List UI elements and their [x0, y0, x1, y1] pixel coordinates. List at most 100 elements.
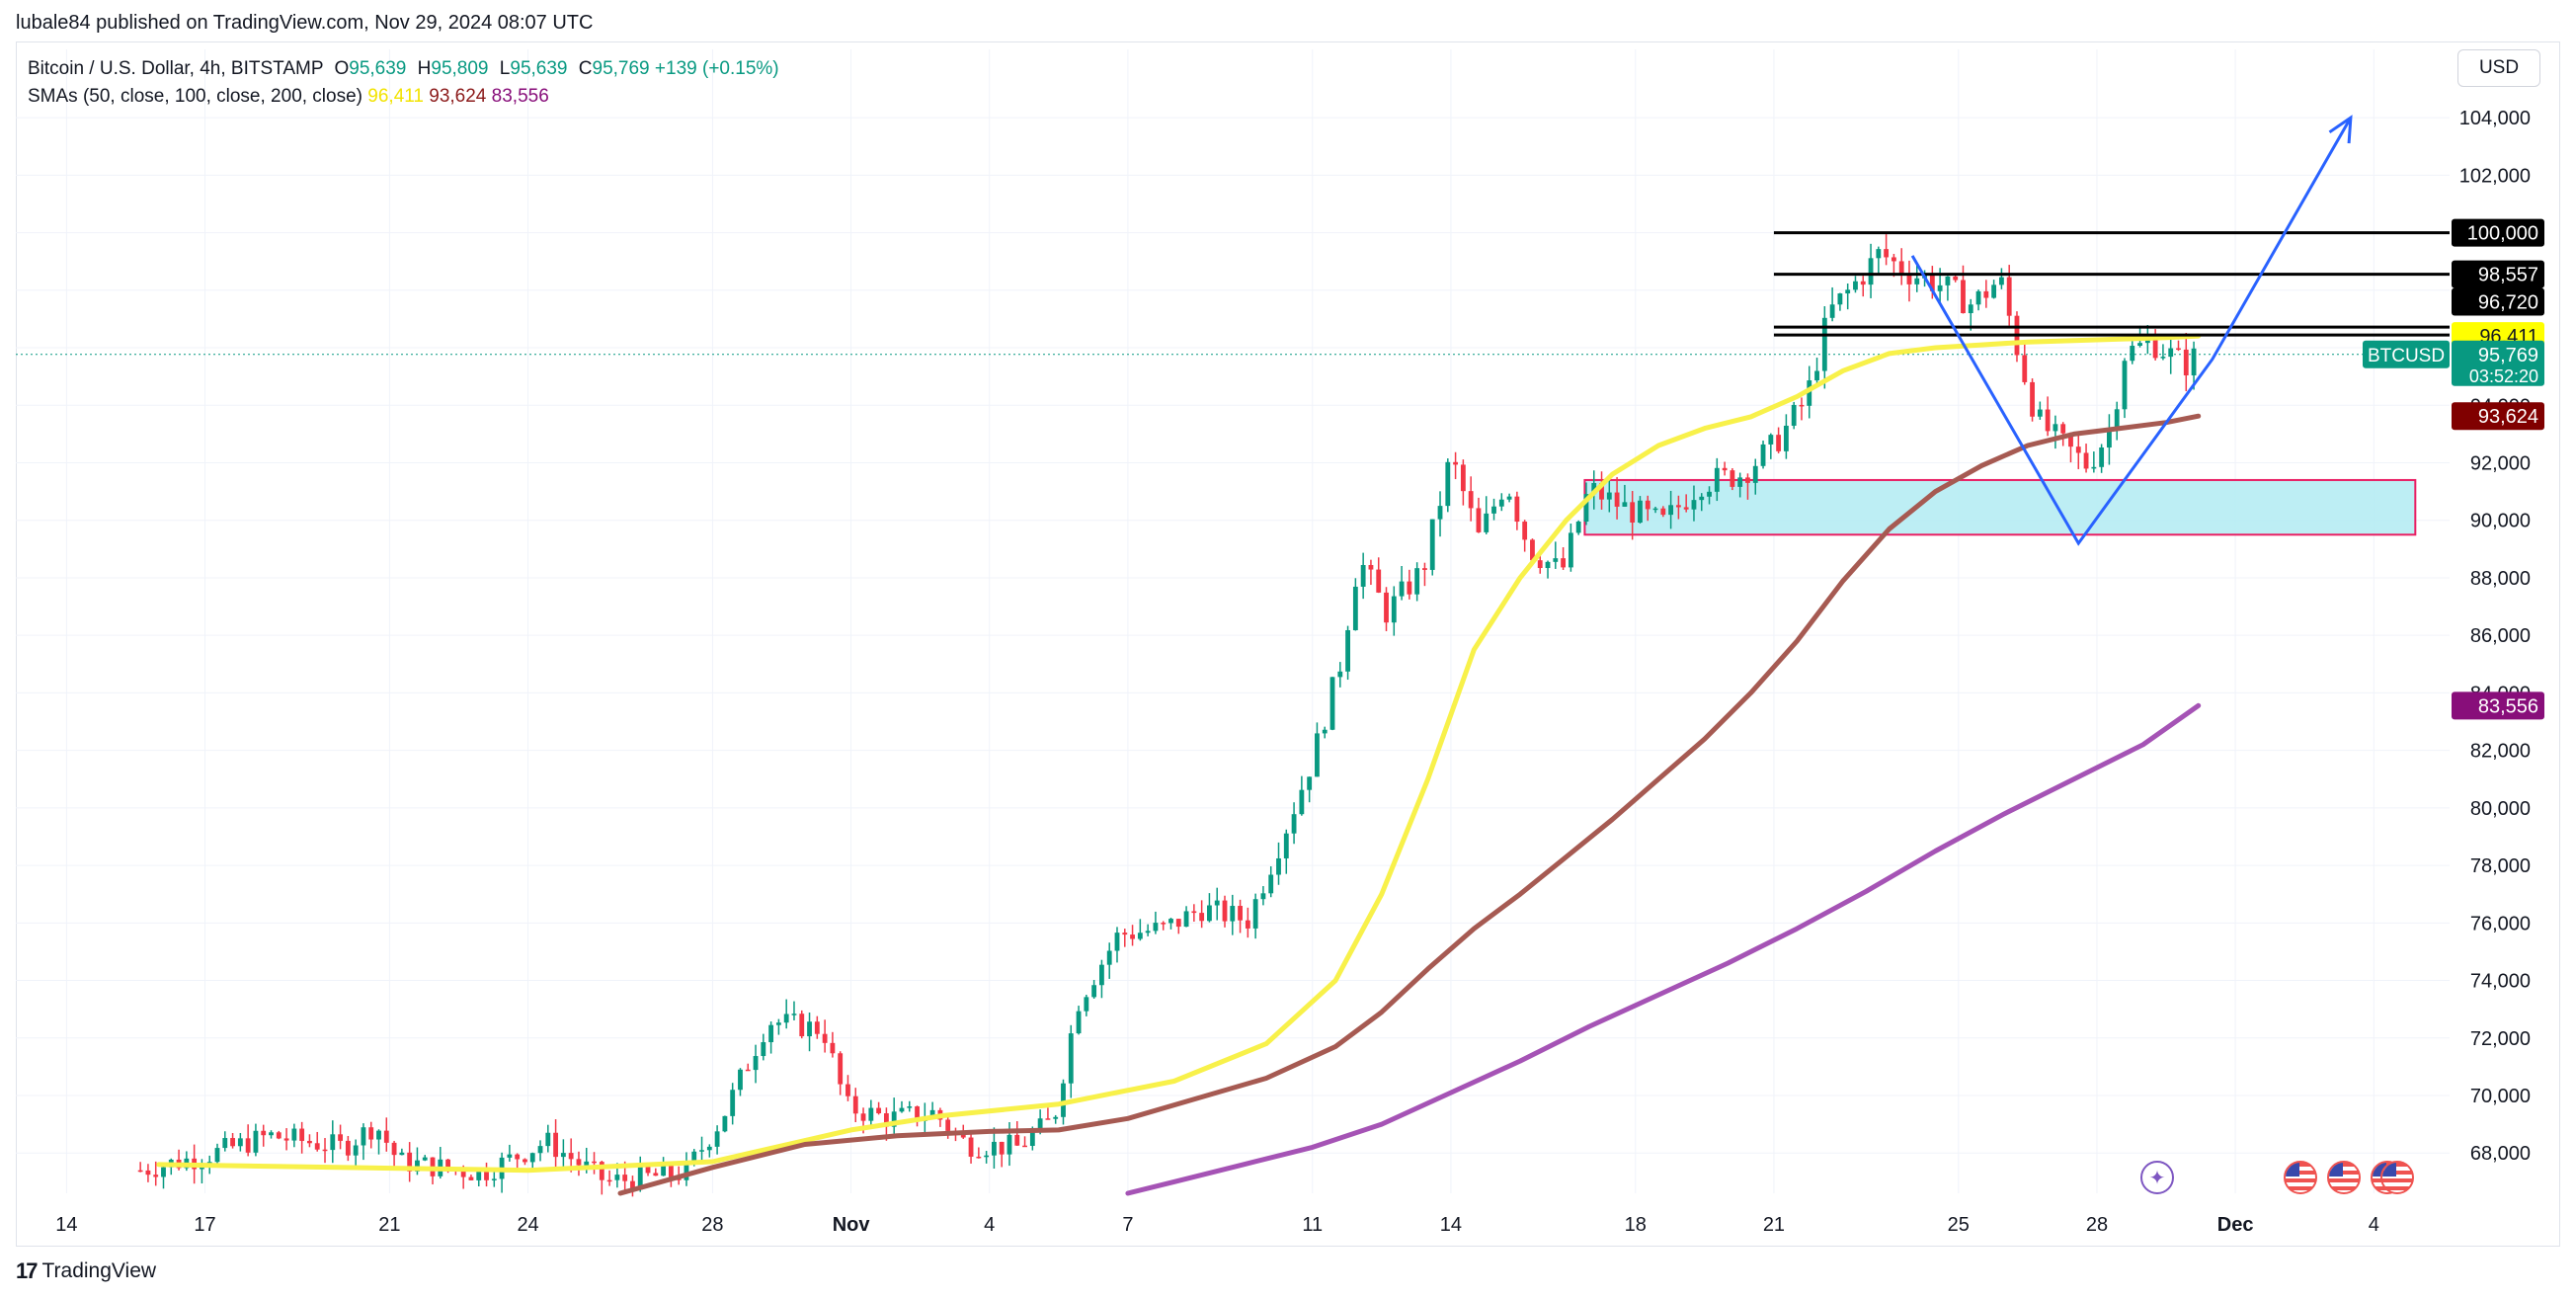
projection-arrow	[1910, 117, 2353, 546]
candle-body	[1545, 561, 1551, 569]
candle-body	[1230, 906, 1236, 922]
chart-frame[interactable]	[16, 41, 2560, 1247]
sma-line-100	[617, 413, 2202, 1196]
y-tick-label: 72,000	[2470, 1028, 2531, 1050]
x-tick-label: Dec	[2217, 1214, 2254, 1236]
candle-body	[491, 1178, 497, 1180]
candle-body	[445, 1159, 451, 1170]
candle-body	[1014, 1134, 1020, 1146]
us-flag-icon[interactable]	[2327, 1161, 2361, 1194]
candle-body	[1730, 470, 1735, 487]
candle-body	[1484, 513, 1489, 532]
price-tag	[2452, 260, 2544, 288]
candle-body	[383, 1130, 389, 1143]
legend-symbol: Bitcoin / U.S. Dollar, 4h, BITSTAMP	[28, 58, 324, 79]
x-tick-label: 24	[517, 1214, 538, 1236]
candle-body	[299, 1128, 305, 1141]
candle-body	[1391, 596, 1397, 623]
candle-body	[1091, 985, 1097, 998]
candle-body	[745, 1069, 751, 1072]
footer-brand: 17 TradingView	[16, 1258, 156, 1284]
candle-body	[845, 1084, 850, 1096]
candle-body	[1145, 931, 1151, 933]
candle-body	[838, 1053, 844, 1085]
candle-body	[1752, 465, 1758, 483]
y-tick-label: 78,000	[2470, 855, 2531, 877]
candle-body	[1291, 814, 1297, 834]
candle-body	[722, 1115, 728, 1132]
candle-body	[1837, 293, 1843, 305]
candle-body	[814, 1021, 820, 1034]
candle-body	[1437, 506, 1443, 520]
candle-body	[1945, 276, 1951, 285]
candle-body	[1161, 923, 1167, 925]
legend-sma50-value: 96,411	[367, 86, 424, 107]
candle-body	[1315, 733, 1320, 777]
x-tick-label: 28	[701, 1214, 723, 1236]
legend-close-label: C	[578, 58, 593, 79]
candle-body	[283, 1138, 289, 1141]
y-tick-label: 104,000	[2459, 108, 2531, 129]
candle-body	[415, 1160, 420, 1172]
candle-body	[345, 1140, 351, 1156]
candle-body	[1868, 258, 1874, 285]
candle-body	[1853, 281, 1858, 290]
legend-open-value: 95,639	[349, 58, 407, 79]
candle-body	[1630, 502, 1636, 524]
candle-body	[2122, 361, 2128, 410]
candle-body	[1245, 920, 1250, 929]
x-tick-label: 18	[1625, 1214, 1647, 1236]
candle-body	[968, 1137, 974, 1157]
y-tick-label: 82,000	[2470, 741, 2531, 763]
candle-body	[1337, 671, 1343, 678]
candle-body	[822, 1033, 828, 1043]
candle-body	[1099, 964, 1104, 986]
candle-body	[1352, 586, 1358, 630]
candle-body	[1037, 1118, 1043, 1133]
candle-body	[630, 1180, 635, 1190]
sparkle-icon[interactable]: ✦	[2140, 1161, 2174, 1194]
candle-body	[1460, 464, 1466, 492]
legend-low-label: L	[499, 58, 511, 79]
candle-body	[976, 1156, 982, 1159]
candle-body	[1299, 789, 1305, 815]
arrow-head-icon	[2328, 115, 2353, 144]
us-flag-icon[interactable]	[2380, 1161, 2414, 1194]
candle-body	[761, 1042, 766, 1057]
legend-sma200-value: 83,556	[491, 86, 549, 107]
candle-body	[1368, 564, 1374, 570]
symbol-tag-label: BTCUSD	[2368, 346, 2445, 366]
candle-body	[1699, 496, 1705, 501]
candle-body	[1207, 905, 1212, 922]
candle-body	[1106, 950, 1112, 965]
candle-body	[2183, 349, 2189, 376]
candle-body	[860, 1113, 866, 1121]
candle-body	[1322, 729, 1328, 734]
candle-body	[515, 1154, 521, 1160]
candle-body	[1053, 1116, 1059, 1119]
candle-body	[1453, 461, 1459, 465]
candle-body	[245, 1138, 251, 1153]
candle-body	[1553, 558, 1559, 562]
legend-sma-label: SMAs (50, close, 100, close, 200, close)	[28, 86, 362, 107]
y-tick-label: 80,000	[2470, 798, 2531, 820]
x-tick-label: 21	[1763, 1214, 1785, 1236]
candle-body	[730, 1090, 736, 1116]
price-tag-label: 93,624	[2478, 406, 2538, 428]
symbol-tag	[2363, 340, 2450, 368]
candle-body	[2006, 277, 2012, 316]
currency-button[interactable]: USD	[2457, 49, 2540, 87]
us-flag-icon[interactable]	[2284, 1161, 2317, 1194]
candle-body	[269, 1132, 274, 1136]
candle-body	[622, 1175, 628, 1181]
candle-body	[1791, 404, 1797, 426]
candle-body	[1737, 477, 1743, 487]
candle-body	[1914, 278, 1920, 284]
candle-body	[2176, 348, 2181, 351]
candle-body	[1660, 508, 1666, 516]
candle-body	[999, 1141, 1005, 1155]
candle-body	[1821, 317, 1827, 371]
candle-body	[1084, 997, 1089, 1012]
candle-body	[1768, 435, 1774, 445]
